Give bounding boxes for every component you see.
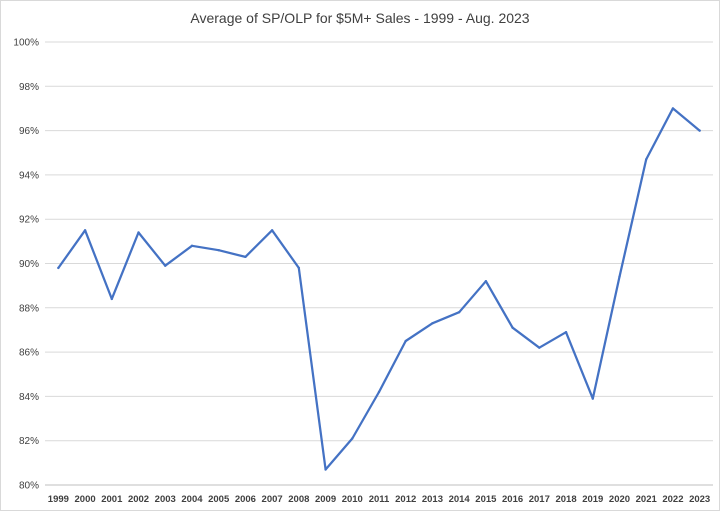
y-tick-label: 86% [19,348,39,359]
data-point [484,280,488,283]
data-point [511,326,514,329]
y-tick-label: 98% [19,82,39,93]
x-tick-label: 2015 [475,494,497,505]
x-tick-label: 2021 [636,494,658,505]
x-tick-label: 2012 [395,494,416,505]
x-tick-label: 2003 [155,494,176,505]
data-point [297,266,301,270]
data-point [324,468,327,471]
data-point [270,229,274,232]
x-tick-label: 2019 [582,494,603,505]
x-tick-label: 2013 [422,494,443,505]
data-point [190,244,194,247]
x-tick-label: 2023 [689,494,710,505]
x-tick-label: 2000 [75,494,96,505]
x-tick-label: 2004 [181,494,203,505]
x-tick-label: 2016 [502,494,523,505]
data-point [377,390,381,394]
x-tick-label: 2020 [609,494,630,505]
data-point [564,330,568,334]
data-point [57,266,60,270]
y-tick-label: 90% [19,259,39,270]
data-point [351,437,354,440]
x-tick-label: 2002 [128,494,149,505]
x-tick-label: 2008 [288,494,309,505]
y-tick-label: 92% [19,215,39,226]
y-tick-label: 80% [19,481,39,492]
data-point [404,339,407,343]
data-point [244,255,247,259]
data-point [671,107,675,110]
data-point [217,249,220,252]
data-point [618,275,621,278]
data-point [591,397,594,400]
data-point [698,129,701,132]
y-tick-label: 88% [19,303,39,314]
x-tick-label: 2022 [662,494,683,505]
x-tick-label: 2018 [555,494,576,505]
series-line [57,107,701,471]
x-tick-label: 1999 [48,494,69,505]
x-tick-label: 2007 [262,494,283,505]
x-tick-label: 2006 [235,494,256,505]
x-tick-label: 2009 [315,494,336,505]
y-tick-label: 96% [19,126,39,137]
x-tick-label: 2011 [369,494,390,505]
y-tick-label: 84% [19,392,39,403]
data-point [538,346,541,349]
data-point [137,231,140,234]
y-tick-label: 94% [19,170,39,181]
x-tick-label: 2014 [449,494,471,505]
y-tick-label: 100% [13,38,39,49]
x-tick-label: 2010 [342,494,363,505]
data-point [83,229,87,232]
data-point [110,297,114,301]
x-tick-label: 2001 [101,494,123,505]
data-point [645,158,648,161]
x-tick-label: 2005 [208,494,230,505]
data-point [431,322,434,325]
data-point [457,311,461,314]
data-point [164,264,167,267]
y-tick-label: 82% [19,436,39,447]
x-tick-label: 2017 [529,494,550,505]
chart-title: Average of SP/OLP for $5M+ Sales - 1999 … [190,10,530,26]
